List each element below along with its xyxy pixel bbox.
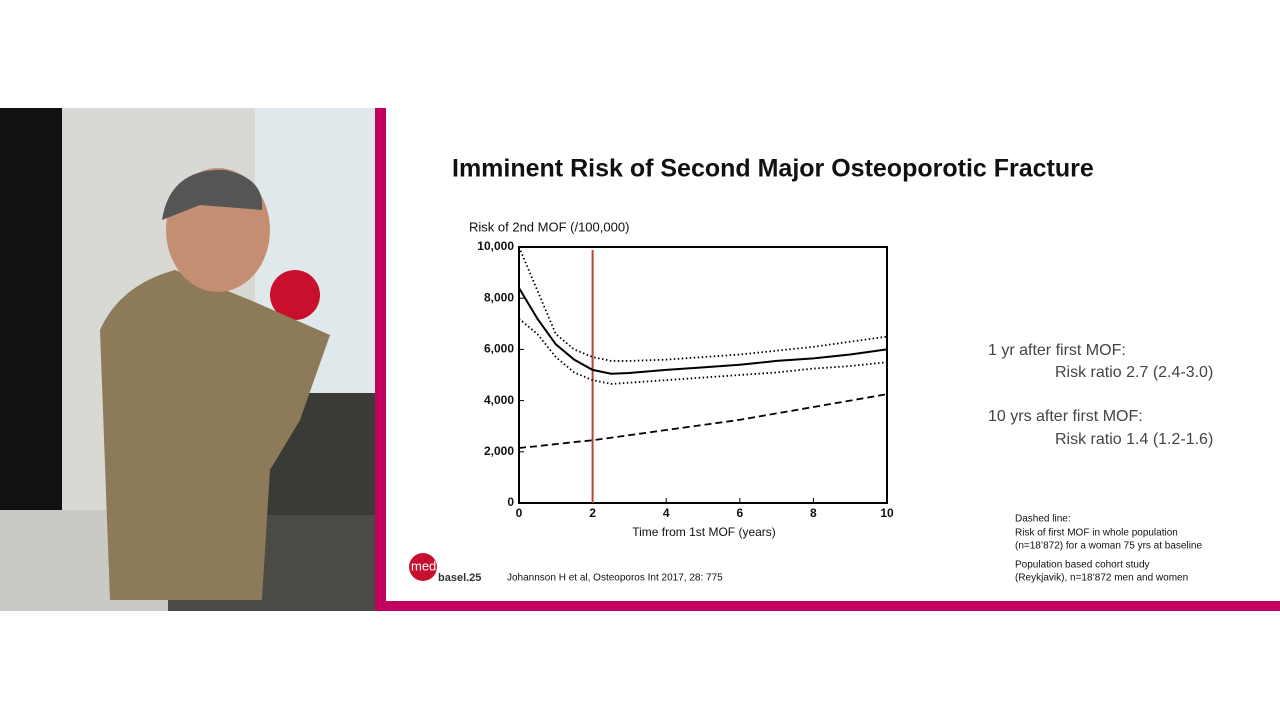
series-line xyxy=(518,317,888,385)
annotation: 10 yrs after first MOF: xyxy=(988,408,1143,425)
logo-text: basel.25 xyxy=(438,572,481,584)
slide-border-bottom xyxy=(375,601,1280,611)
slide xyxy=(375,108,1280,611)
plot-frame xyxy=(518,246,888,504)
presenter-jacket xyxy=(100,270,330,600)
study: Population based cohort study xyxy=(1015,560,1150,571)
y-tick-label: 6,000 xyxy=(484,342,514,356)
y-tick-label: 0 xyxy=(507,495,514,509)
slide-border-left xyxy=(375,108,386,611)
y-tick-label: 4,000 xyxy=(484,393,514,407)
x-tick-label: 8 xyxy=(810,506,817,520)
x-tick-label: 10 xyxy=(880,506,894,520)
annotation: 1 yr after first MOF: xyxy=(988,342,1126,359)
note: Dashed line: xyxy=(1015,514,1071,525)
y-tick-label: 10,000 xyxy=(477,239,514,253)
x-axis-label: Time from 1st MOF (years) xyxy=(632,525,776,539)
study: (Reykjavik), n=18’872 men and women xyxy=(1015,573,1188,584)
citation: Johannson H et al, Osteoporos Int 2017, … xyxy=(507,573,723,584)
y-tick-label: 2,000 xyxy=(484,444,514,458)
logo-text: medArt xyxy=(411,558,453,573)
logo-circle xyxy=(409,553,437,581)
note: Risk of first MOF in whole population xyxy=(1015,528,1178,539)
series-line xyxy=(518,287,888,375)
x-tick-label: 6 xyxy=(736,506,743,520)
dark-wall xyxy=(0,108,62,518)
slide-title: Imminent Risk of Second Major Osteoporot… xyxy=(452,155,1094,183)
annotation: Risk ratio 1.4 (1.2-1.6) xyxy=(1055,431,1213,448)
y-axis-label: Risk of 2nd MOF (/100,000) xyxy=(469,219,629,234)
annotation: Risk ratio 2.7 (2.4-3.0) xyxy=(1055,364,1213,381)
logo-bg xyxy=(270,270,320,320)
x-tick-label: 4 xyxy=(663,506,670,520)
x-tick-label: 0 xyxy=(516,506,523,520)
y-tick-label: 8,000 xyxy=(484,290,514,304)
series-line xyxy=(518,393,888,449)
x-tick-label: 2 xyxy=(589,506,596,520)
presenter-hair xyxy=(162,169,263,220)
note: (n=18’872) for a woman 75 yrs at baselin… xyxy=(1015,541,1202,552)
